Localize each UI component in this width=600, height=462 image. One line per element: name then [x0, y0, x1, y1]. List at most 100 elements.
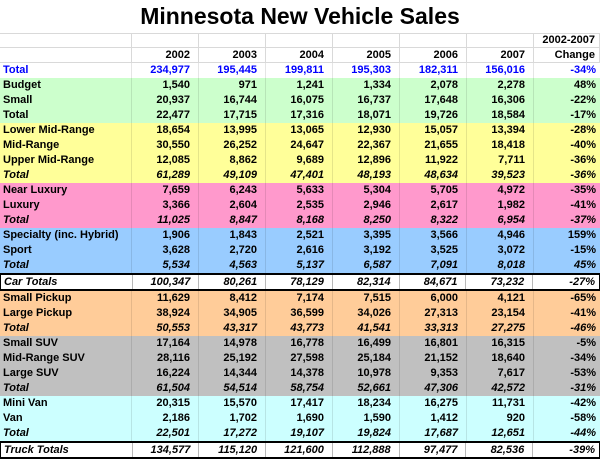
- cell-value: 6,954: [467, 213, 534, 228]
- cell-value: 1,241: [266, 78, 333, 93]
- header-year: 2004: [266, 48, 333, 63]
- header-blank-cell: [467, 33, 534, 48]
- cell-change: -28%: [570, 124, 596, 136]
- table-row: Small 20,937 16,744 16,075 16,737 17,648 16,30…: [0, 93, 600, 108]
- cell-value: 16,275: [400, 396, 467, 411]
- row-label: Total: [0, 321, 132, 336]
- sales-table: 2002-2007 2002 2003 2004 2005 2006 2007 …: [0, 33, 600, 459]
- table-row: Total 22,477 17,715 17,316 18,071 19,726 18,58…: [0, 108, 600, 123]
- cell-value: 47,306: [400, 381, 467, 396]
- row-label: Luxury: [0, 198, 132, 213]
- cell-value: 17,715: [199, 108, 266, 123]
- table-row: Mini Van 20,315 15,570 17,417 18,234 16,275 11…: [0, 396, 600, 411]
- cell-value: 6,000: [400, 291, 467, 306]
- cell-value: 49,109: [199, 168, 266, 183]
- page-title: Minnesota New Vehicle Sales: [140, 3, 460, 29]
- cell-value: 24,647: [266, 138, 333, 153]
- cell-change: -39%: [569, 443, 595, 456]
- table-row: Total 11,025 8,847 8,168 8,250 8,322 6,954 -37%: [0, 213, 600, 228]
- table-row: Total 61,504 54,514 58,754 52,661 47,306 42,57…: [0, 381, 600, 396]
- header-row-top: 2002-2007: [0, 33, 600, 48]
- cell-value: 11,731: [467, 396, 534, 411]
- cell-value: 18,418: [467, 138, 534, 153]
- cell-value: 2,186: [132, 411, 199, 426]
- table-row: Small Pickup 11,629 8,412 7,174 7,515 6,000 4,…: [0, 291, 600, 306]
- cell-value: 1,702: [199, 411, 266, 426]
- cell-change: -36%: [570, 154, 596, 166]
- header-change-label: Change: [534, 48, 600, 63]
- cell-value: 2,617: [400, 198, 467, 213]
- cell-change: -41%: [570, 199, 596, 211]
- cell-value: 195,303: [333, 63, 400, 78]
- cell-value: 17,648: [400, 93, 467, 108]
- cell-change: -31%: [570, 382, 596, 394]
- cell-change: -5%: [576, 337, 596, 349]
- cell-value: 61,504: [132, 381, 199, 396]
- cell-value: 18,234: [333, 396, 400, 411]
- cell-value: 34,026: [333, 306, 400, 321]
- cell-value: 920: [467, 411, 534, 426]
- cell-value: 27,598: [266, 351, 333, 366]
- cell-value: 3,072: [467, 243, 534, 258]
- cell-value: 17,417: [266, 396, 333, 411]
- cell-value: 48,193: [333, 168, 400, 183]
- cell-value: 25,192: [199, 351, 266, 366]
- cell-change: 48%: [573, 79, 596, 91]
- cell-value: 16,315: [467, 336, 534, 351]
- row-label: Large Pickup: [0, 306, 132, 321]
- table-row: Truck Totals 134,577 115,120 121,600 112,888…: [0, 441, 600, 459]
- table-row: Total 234,977 195,445 199,811 195,303 182,311…: [0, 63, 600, 78]
- cell-change: -27%: [569, 275, 595, 288]
- cell-change: -41%: [570, 307, 596, 319]
- row-label: Van: [0, 411, 132, 426]
- cell-value: 121,600: [266, 443, 333, 457]
- cell-value: 18,071: [333, 108, 400, 123]
- table-row: Large Pickup 38,924 34,905 36,599 34,026 27,3…: [0, 306, 600, 321]
- table-row: Mid-Range 30,550 26,252 24,647 22,367 21,655 1…: [0, 138, 600, 153]
- cell-value: 78,129: [266, 275, 333, 289]
- cell-value: 134,577: [133, 443, 200, 457]
- cell-value: 54,514: [199, 381, 266, 396]
- cell-value: 16,224: [132, 366, 199, 381]
- cell-value: 5,633: [266, 183, 333, 198]
- cell-value: 8,862: [199, 153, 266, 168]
- cell-change: -42%: [570, 397, 596, 409]
- cell-value: 19,824: [333, 426, 400, 441]
- cell-value: 21,655: [400, 138, 467, 153]
- cell-value: 12,651: [467, 426, 534, 441]
- cell-value: 18,654: [132, 123, 199, 138]
- row-label: Total: [0, 381, 132, 396]
- cell-value: 10,978: [333, 366, 400, 381]
- cell-value: 39,523: [467, 168, 534, 183]
- cell-change: 45%: [573, 259, 596, 271]
- cell-change: -36%: [570, 169, 596, 181]
- header-blank-cell: [333, 33, 400, 48]
- cell-value: 17,687: [400, 426, 467, 441]
- cell-value: 7,659: [132, 183, 199, 198]
- cell-value: 25,184: [333, 351, 400, 366]
- cell-change: -53%: [570, 367, 596, 379]
- table-row: Small SUV 17,164 14,978 16,778 16,499 16,801 1…: [0, 336, 600, 351]
- cell-value: 2,604: [199, 198, 266, 213]
- cell-change: -17%: [570, 109, 596, 121]
- cell-value: 1,843: [199, 228, 266, 243]
- cell-value: 8,412: [199, 291, 266, 306]
- cell-value: 3,566: [400, 228, 467, 243]
- cell-value: 23,154: [467, 306, 534, 321]
- cell-value: 8,322: [400, 213, 467, 228]
- cell-value: 12,085: [132, 153, 199, 168]
- cell-value: 1,412: [400, 411, 467, 426]
- cell-change: -15%: [570, 244, 596, 256]
- cell-value: 15,057: [400, 123, 467, 138]
- cell-value: 18,640: [467, 351, 534, 366]
- cell-value: 11,025: [132, 213, 199, 228]
- cell-value: 14,344: [199, 366, 266, 381]
- cell-value: 22,501: [132, 426, 199, 441]
- row-label: Total: [0, 63, 132, 78]
- cell-value: 16,778: [266, 336, 333, 351]
- header-blank-cell: [0, 33, 132, 48]
- cell-value: 9,353: [400, 366, 467, 381]
- cell-value: 13,065: [266, 123, 333, 138]
- cell-value: 16,737: [333, 93, 400, 108]
